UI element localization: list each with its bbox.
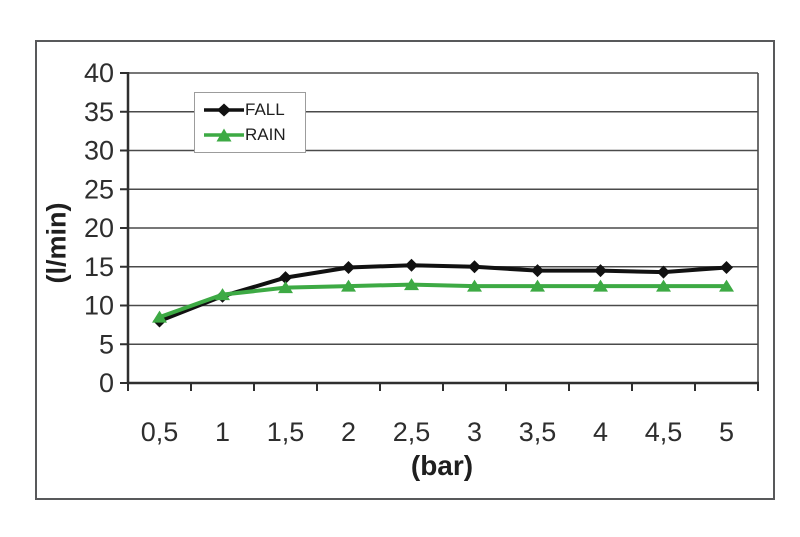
x-tick-label: 0,5 — [141, 417, 179, 447]
x-tick-label: 2,5 — [393, 417, 431, 447]
data-point-diamond — [342, 261, 355, 275]
x-tick-label: 1 — [215, 417, 230, 447]
data-point-triangle — [215, 288, 230, 301]
series-line-fall — [157, 263, 729, 323]
rain-series-marker-icon — [204, 128, 244, 142]
data-point-triangle — [656, 279, 671, 292]
legend-entry-rain: RAIN — [203, 125, 305, 145]
data-point-triangle — [152, 310, 167, 323]
data-point-diamond — [468, 260, 481, 274]
y-tick-label: 40 — [84, 58, 114, 88]
data-point-triangle — [530, 279, 545, 292]
y-tick-label: 15 — [84, 252, 114, 282]
y-tick-label: 10 — [84, 291, 114, 321]
x-tick-label: 4,5 — [645, 417, 683, 447]
data-point-diamond — [657, 265, 670, 279]
data-point-triangle — [593, 279, 608, 292]
legend-label-fall: FALL — [245, 99, 285, 119]
legend-entry-fall: FALL — [203, 99, 305, 119]
data-point-triangle — [341, 279, 356, 292]
data-point-triangle — [467, 279, 482, 292]
legend: FALL RAIN — [194, 92, 306, 153]
data-point-diamond — [594, 264, 607, 278]
series-line-rain — [157, 282, 729, 320]
data-point-diamond — [405, 258, 418, 272]
data-point-diamond — [279, 271, 292, 285]
y-tick-label: 0 — [99, 368, 114, 398]
data-point-triangle — [404, 278, 419, 291]
y-tick-label: 35 — [84, 97, 114, 127]
data-point-diamond — [720, 261, 733, 275]
y-tick-label: 30 — [84, 136, 114, 166]
x-tick-label: 4 — [593, 417, 608, 447]
x-axis-title: (bar) — [410, 450, 474, 481]
y-axis-title: (l/min) — [41, 202, 72, 284]
data-point-diamond — [531, 264, 544, 278]
fall-series-marker-icon — [204, 103, 244, 117]
data-point-triangle — [719, 279, 734, 292]
data-point-triangle — [278, 281, 293, 294]
x-tick-label: 5 — [719, 417, 734, 447]
x-tick-label: 2 — [341, 417, 356, 447]
y-tick-label: 25 — [84, 174, 114, 204]
x-tick-label: 3 — [467, 417, 482, 447]
y-tick-label: 5 — [99, 329, 114, 359]
legend-label-rain: RAIN — [245, 125, 286, 145]
y-tick-label: 20 — [84, 213, 114, 243]
x-tick-label: 1,5 — [267, 417, 305, 447]
x-tick-label: 3,5 — [519, 417, 557, 447]
